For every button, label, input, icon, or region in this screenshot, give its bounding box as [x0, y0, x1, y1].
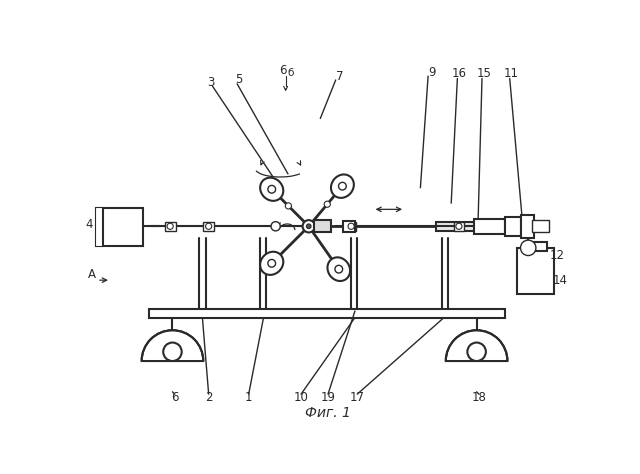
Text: А: А	[88, 268, 97, 281]
Bar	[520, 215, 534, 238]
Text: б: б	[288, 68, 294, 78]
Text: 3: 3	[207, 76, 214, 89]
Bar	[524, 242, 547, 251]
Circle shape	[268, 185, 276, 193]
Ellipse shape	[260, 252, 284, 275]
Circle shape	[348, 223, 354, 229]
Circle shape	[324, 201, 330, 207]
Text: 7: 7	[336, 70, 343, 82]
Bar	[505, 217, 520, 236]
Bar	[532, 220, 549, 232]
Text: 19: 19	[321, 392, 335, 404]
Text: 5: 5	[235, 73, 243, 86]
Bar	[204, 222, 214, 231]
Ellipse shape	[260, 178, 284, 201]
Bar	[103, 208, 143, 246]
Text: Фиг. 1: Фиг. 1	[305, 406, 351, 419]
Text: 18: 18	[472, 392, 486, 404]
Circle shape	[167, 223, 173, 229]
Ellipse shape	[331, 174, 354, 198]
Text: 10: 10	[294, 392, 308, 404]
Text: 11: 11	[504, 67, 519, 80]
Circle shape	[303, 220, 315, 232]
Text: 16: 16	[451, 67, 467, 80]
Bar	[164, 222, 175, 231]
Bar	[346, 222, 356, 231]
Text: 4: 4	[86, 218, 93, 231]
Bar	[517, 248, 554, 294]
Wedge shape	[446, 330, 508, 361]
Circle shape	[163, 343, 182, 361]
Circle shape	[205, 223, 212, 229]
Circle shape	[285, 203, 291, 209]
Wedge shape	[141, 330, 204, 361]
Circle shape	[520, 240, 536, 255]
Circle shape	[339, 182, 346, 190]
Bar	[314, 220, 331, 232]
Circle shape	[268, 259, 276, 267]
Bar	[344, 221, 355, 232]
Bar	[454, 222, 464, 231]
Circle shape	[271, 222, 280, 231]
Bar	[474, 219, 505, 234]
Text: 15: 15	[477, 67, 492, 80]
Circle shape	[335, 265, 342, 273]
Text: 6: 6	[171, 392, 179, 404]
Circle shape	[467, 343, 486, 361]
Text: 2: 2	[205, 392, 212, 404]
Bar	[436, 222, 501, 231]
Text: 9: 9	[428, 66, 436, 79]
Text: 12: 12	[550, 249, 565, 262]
Ellipse shape	[328, 257, 350, 281]
Text: 6: 6	[280, 64, 287, 77]
Circle shape	[456, 223, 462, 229]
Text: 14: 14	[552, 273, 567, 287]
Circle shape	[307, 224, 311, 228]
Text: 17: 17	[349, 392, 365, 404]
Bar	[149, 310, 505, 318]
Text: 1: 1	[245, 392, 252, 404]
